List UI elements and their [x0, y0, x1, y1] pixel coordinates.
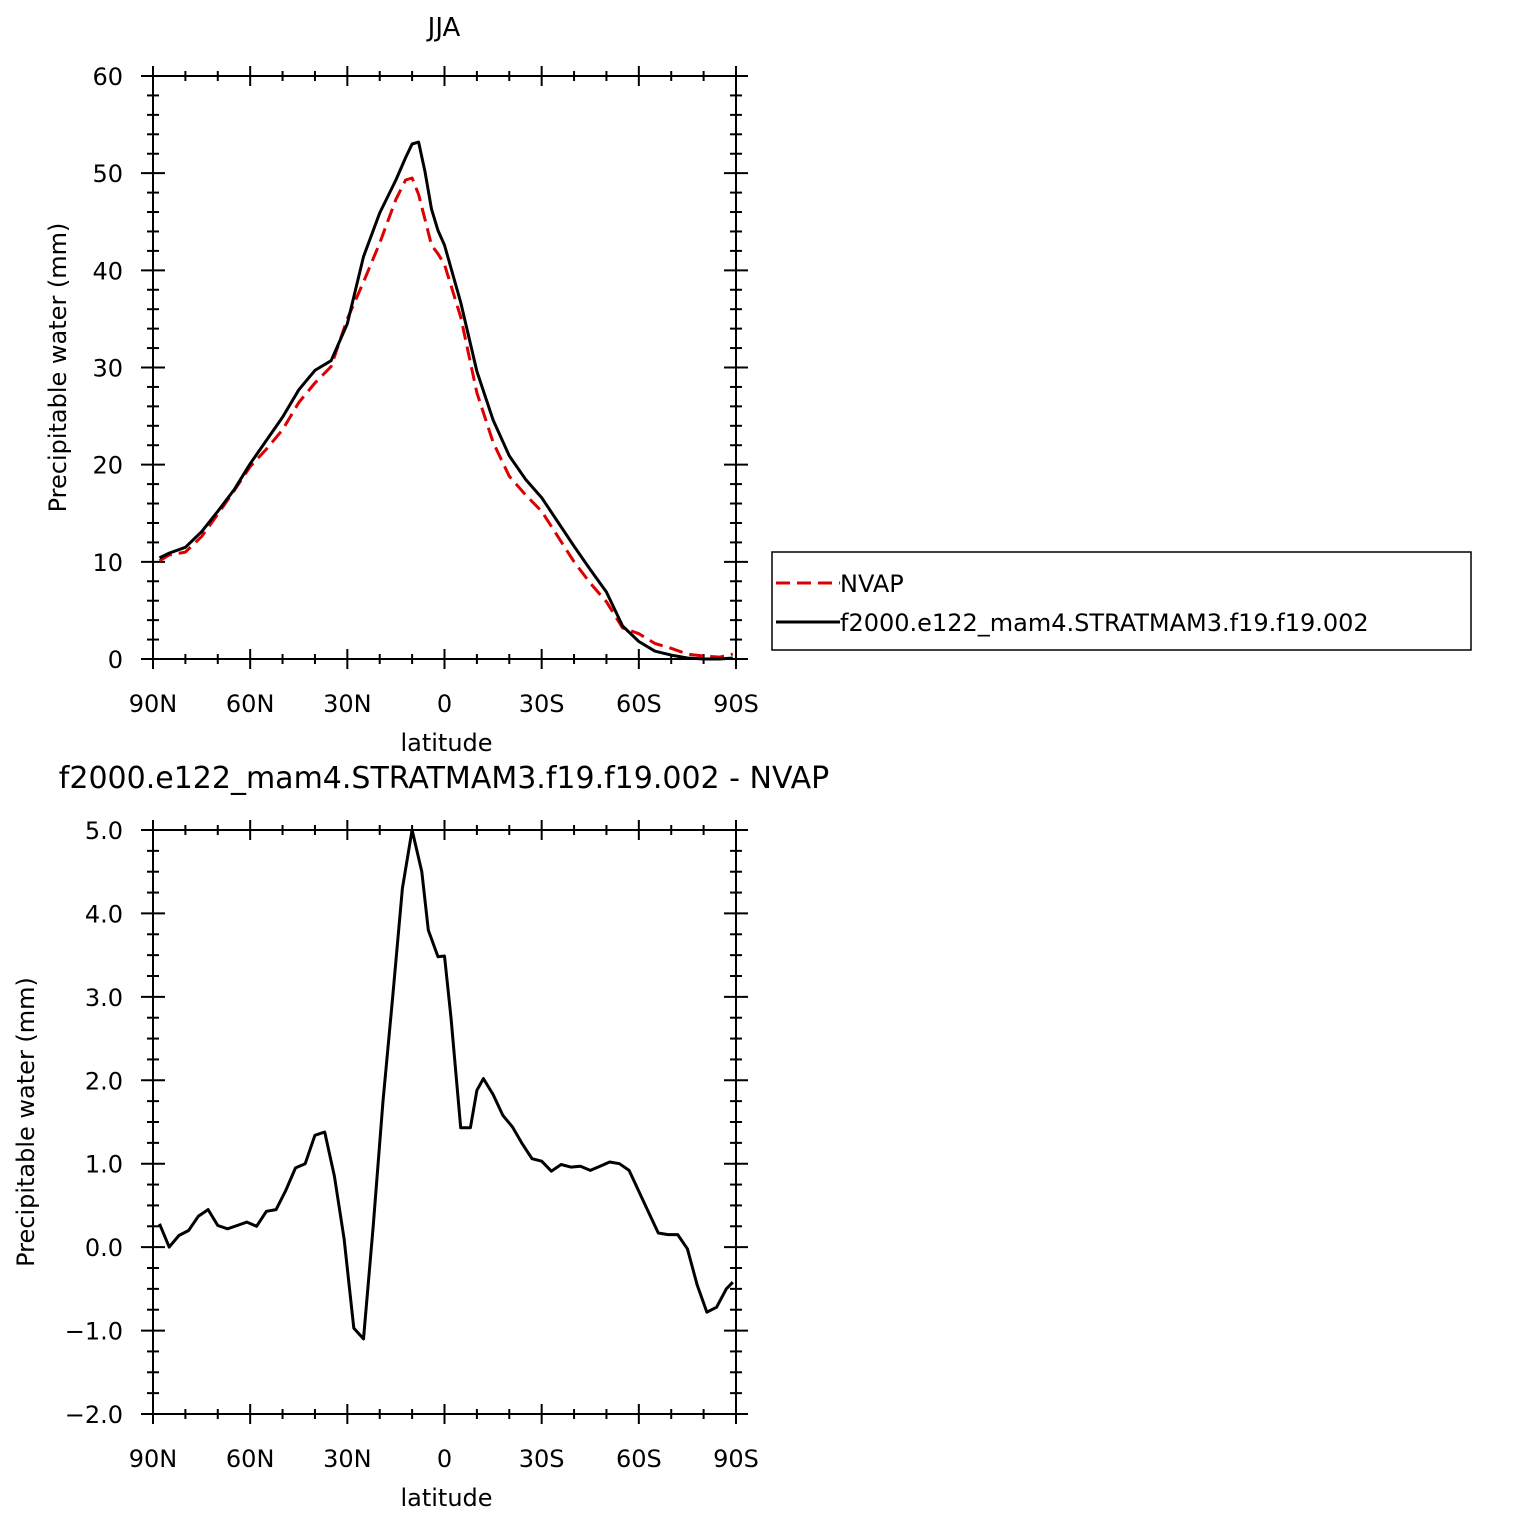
series-1	[158, 176, 734, 659]
y-tick-label: 3.0	[85, 984, 123, 1012]
x-tick-label: 90N	[129, 690, 178, 718]
chart-title: JJA	[426, 13, 461, 43]
y-tick-label: 10	[92, 549, 123, 577]
x-tick-label: 60N	[226, 690, 275, 718]
legend-box	[771, 551, 1472, 651]
plot-frame	[152, 829, 737, 1415]
chart-panel-2: 90N 60N 30N 0 30S 60S 90S −2.0 −1.0 0.0 1.0 2.0 3.0 4…	[12, 761, 829, 1512]
y-tick-label: 40	[92, 257, 123, 285]
x-tick-label: 30S	[519, 1445, 565, 1473]
x-tick-label: 30N	[323, 1445, 372, 1473]
series-line	[158, 140, 733, 661]
x-tick-label: 30S	[519, 690, 565, 718]
y-tick-label: 50	[92, 160, 123, 188]
x-tick-label: 0	[437, 1445, 452, 1473]
y-tick-label: −1.0	[65, 1318, 123, 1346]
y-tick-label: 4.0	[85, 900, 123, 928]
x-tick-label: 0	[437, 690, 452, 718]
y-tick-label: 60	[92, 63, 123, 91]
series-2	[158, 140, 733, 661]
y-axis-label: Precipitable water (mm)	[44, 223, 72, 513]
x-tick-label: 60S	[616, 1445, 662, 1473]
y-tick-label: 30	[92, 355, 123, 383]
x-tick-label: 60S	[616, 690, 662, 718]
x-tick-label: 90S	[713, 1445, 759, 1473]
x-axis-label: latitude	[400, 729, 492, 757]
x-tick-label: 90S	[713, 690, 759, 718]
y-tick-label: 5.0	[85, 817, 123, 845]
series-line	[158, 828, 734, 1341]
legend: NVAP f2000.e122_mam4.STRATMAM3.f19.f19.00…	[771, 551, 1472, 651]
chart-panel-1: 90N 60N 30N 0 30S 60S 90S 0 10 20 30 40 50 60 JJA latit…	[44, 13, 1472, 757]
x-tick-label: 30N	[323, 690, 372, 718]
y-tick-label: 1.0	[85, 1151, 123, 1179]
x-tick-label: 60N	[226, 1445, 275, 1473]
y-axis-label: Precipitable water (mm)	[12, 977, 40, 1267]
x-tick-label: 90N	[129, 1445, 178, 1473]
plot-frame	[152, 75, 737, 660]
series-line	[158, 176, 734, 659]
x-axis-label: latitude	[400, 1484, 492, 1512]
y-tick-label: 20	[92, 452, 123, 480]
legend-label: NVAP	[840, 570, 904, 598]
series-1	[158, 828, 734, 1341]
legend-label: f2000.e122_mam4.STRATMAM3.f19.f19.002	[840, 609, 1369, 637]
y-tick-label: 0	[108, 646, 123, 674]
y-tick-label: 0.0	[85, 1234, 123, 1262]
chart-title: f2000.e122_mam4.STRATMAM3.f19.f19.002 - …	[59, 761, 829, 796]
y-tick-label: −2.0	[65, 1401, 123, 1429]
y-tick-label: 2.0	[85, 1067, 123, 1095]
